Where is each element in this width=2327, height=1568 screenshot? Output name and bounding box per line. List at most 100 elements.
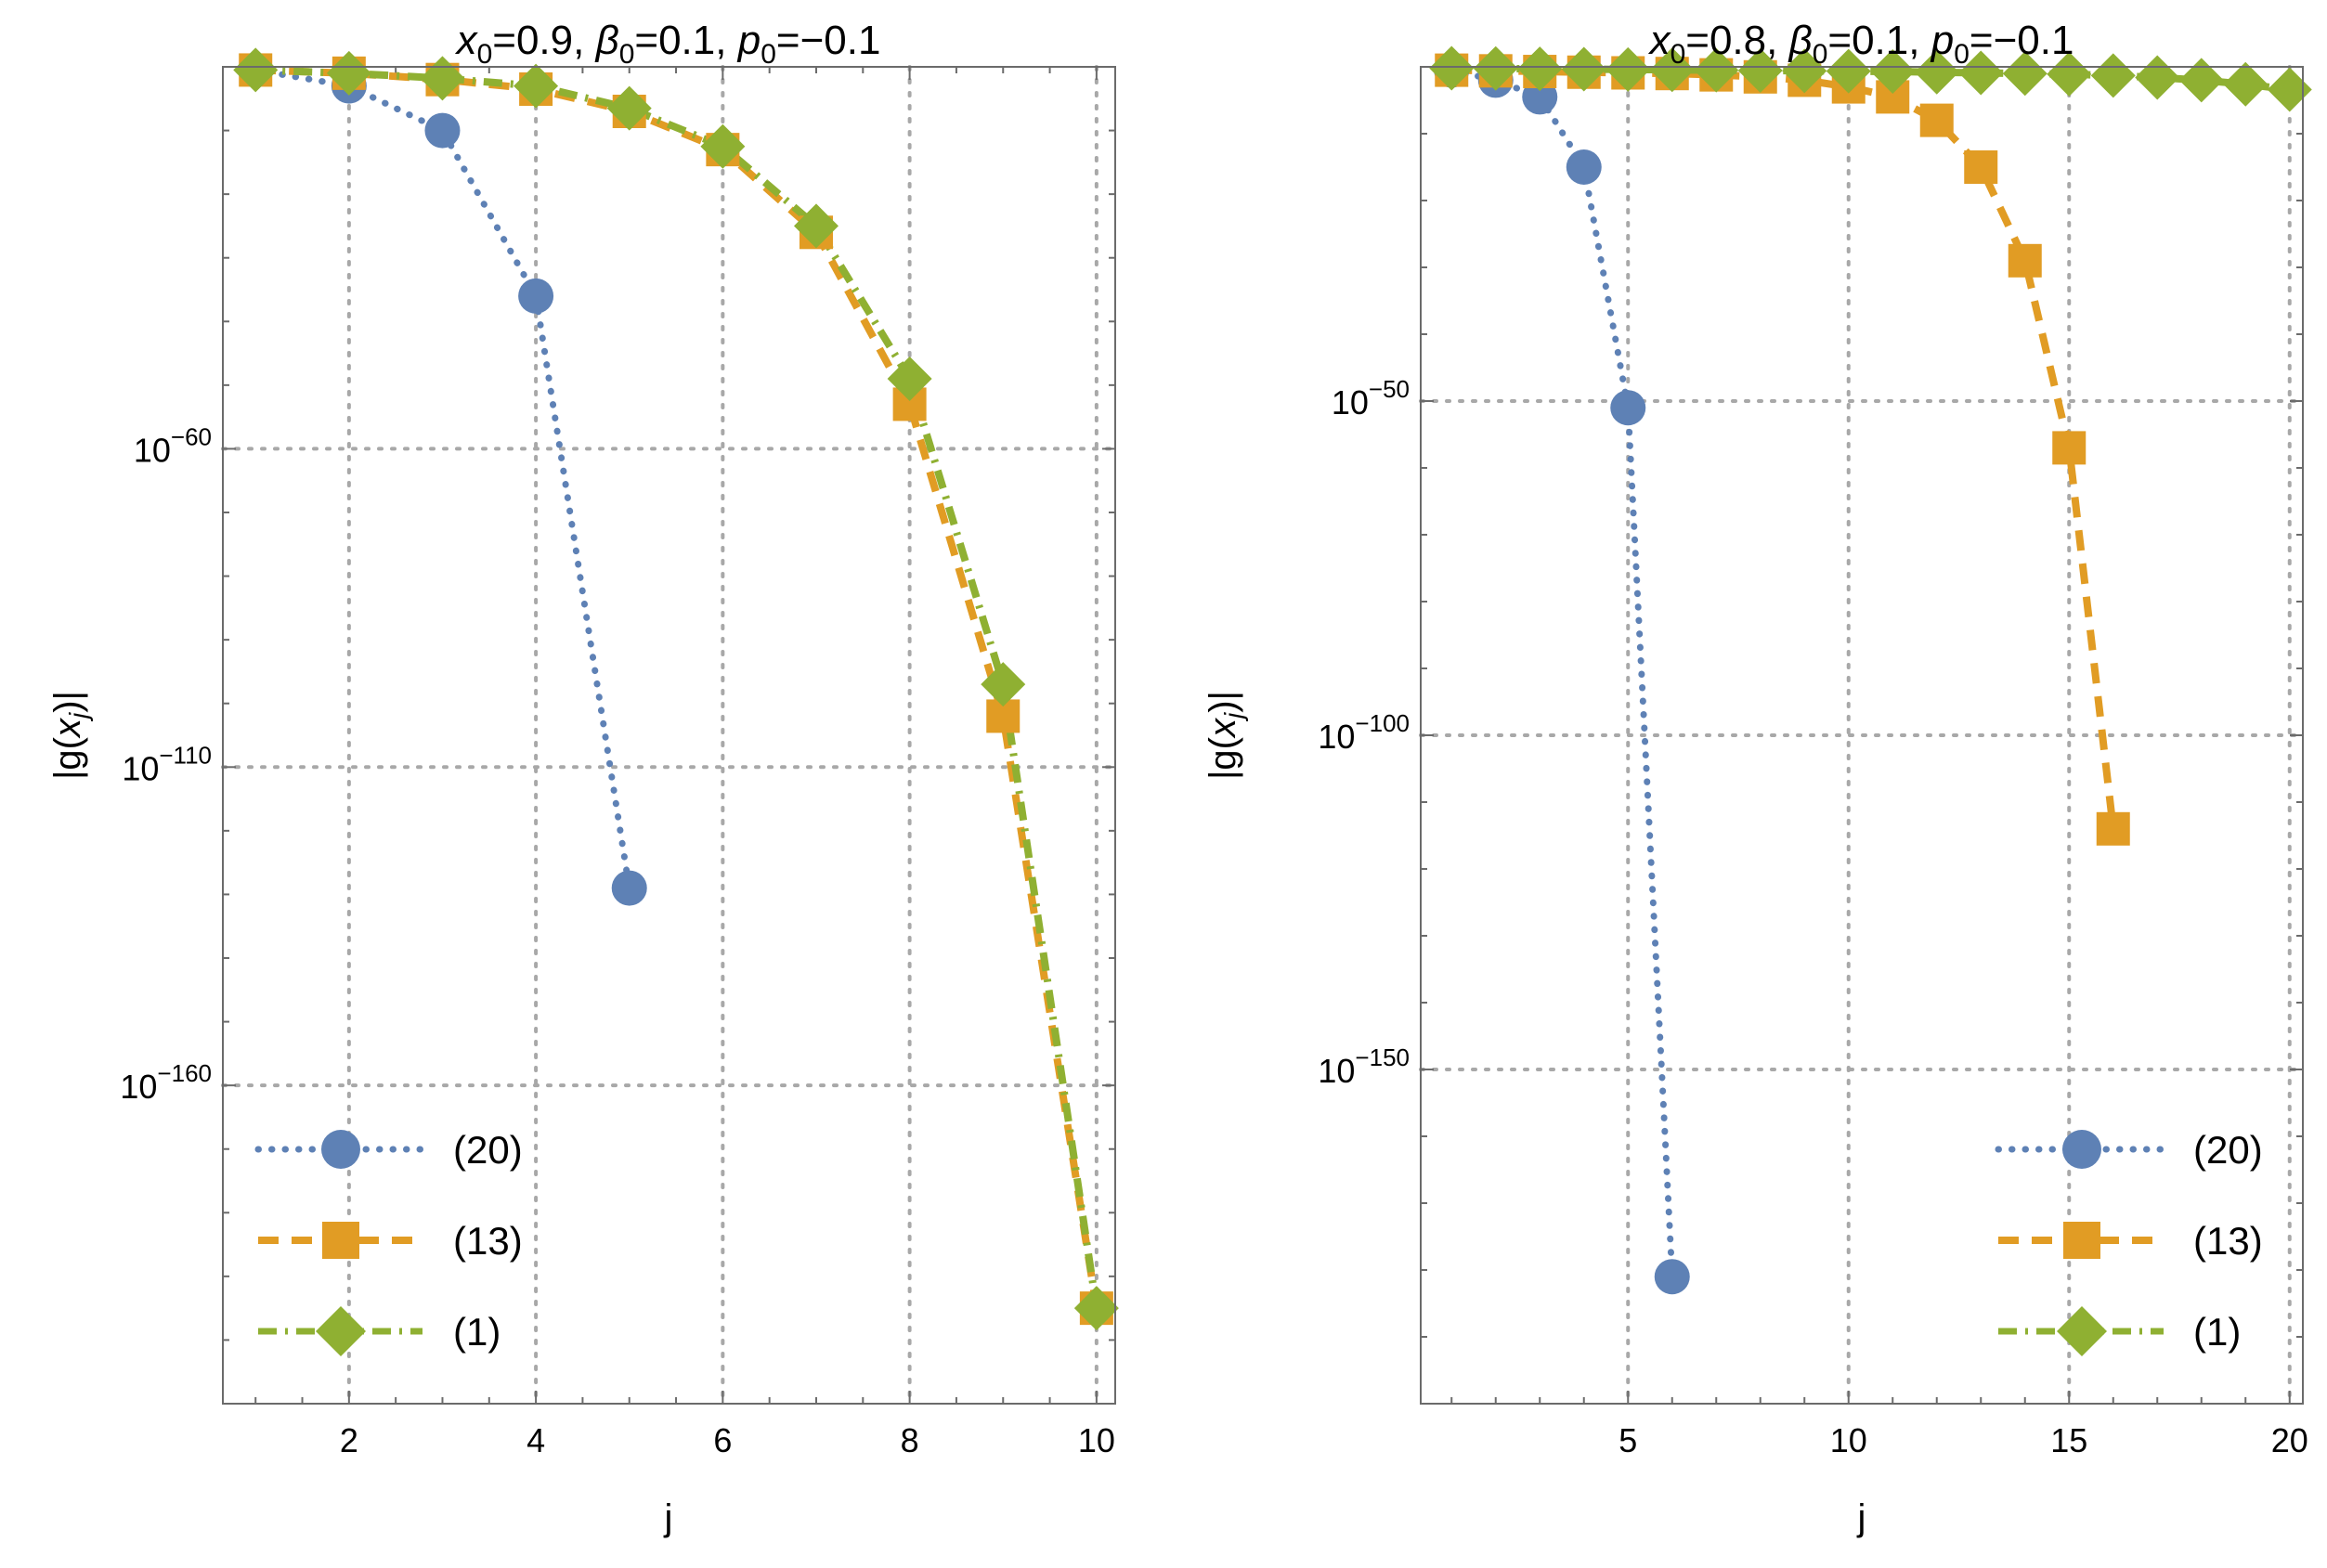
right-y-label-suffix: )| [1202,691,1243,713]
left-legend-label-20: (20) [453,1128,523,1172]
right-y-label-subscript: j [1219,712,1248,722]
left-title-beta-symbol: β [594,18,619,63]
right-y-tick-exponent: −50 [1369,375,1410,403]
left-legend-entry-13: (13) [258,1219,523,1263]
left-title-x-symbol: x [455,18,479,63]
right-point-1 [1517,46,1563,92]
right-legend-entry-13: (13) [1998,1219,2263,1263]
right-series-line-13 [1451,66,2117,830]
left-legend-marker-square [322,1222,359,1259]
right-point-1 [2223,61,2268,107]
left-legend-marker-diamond [316,1306,366,1356]
left-x-tick-label: 2 [340,1421,358,1459]
left-legend-entry-20: (20) [254,1128,523,1172]
right-y-tick-base: 10 [1318,718,1355,756]
right-point-1 [1694,47,1739,93]
right-x-tick-label: 5 [1618,1421,1637,1459]
right-point-13 [1964,150,1998,184]
right-point-1 [1737,47,1783,93]
left-legend-entry-1: (1) [258,1306,500,1356]
right-point-1 [1870,49,1916,95]
left-y-tick-label: 10−160 [120,1059,212,1106]
left-point-20 [611,870,647,906]
right-point-1 [1914,49,1959,95]
left-legend: (20) (13) (1) [254,1128,523,1356]
right-y-tick-label: 10−150 [1318,1043,1410,1090]
right-point-1 [1429,45,1475,91]
left-point-1 [981,662,1026,707]
left-y-label-suffix: )| [47,691,88,713]
right-y-tick-label: 10−50 [1332,375,1410,421]
left-plot-frame [222,66,1116,1405]
right-legend-entry-1: (1) [1998,1306,2241,1356]
right-chart-title: x0=0.8, β0=0.1, p0=−0.1 [1648,18,2074,70]
right-point-1 [1782,48,1827,94]
right-y-label-prefix: |g( [1202,736,1243,780]
right-point-1 [2047,51,2092,97]
right-point-1 [2267,67,2312,112]
left-point-1 [793,203,838,249]
left-x-tick-label: 6 [713,1421,732,1459]
right-legend-label-13: (13) [2193,1219,2263,1263]
left-point-20 [518,278,554,314]
left-x-tick-label: 4 [526,1421,545,1459]
right-title-p-symbol: p [1930,18,1954,63]
right-legend-entry-20: (20) [1995,1128,2263,1172]
left-x-tick-label: 10 [1078,1421,1115,1459]
right-point-1 [1958,50,2004,96]
right-legend: (20) (13) (1) [1995,1128,2263,1356]
left-title-p-value: =−0.1 [776,18,881,63]
right-point-1 [1606,46,1651,92]
left-point-1 [1073,1286,1119,1331]
left-y-label-subscript: j [64,712,93,722]
left-point-1 [887,356,932,401]
right-title-beta-subscript: 0 [1813,39,1828,70]
right-point-20 [1610,390,1646,426]
right-title-beta-value: =0.1, [1827,18,1930,63]
left-y-tick-label: 10−110 [122,741,212,787]
left-chart-title: x0=0.9, β0=0.1, p0=−0.1 [455,18,881,70]
left-y-tick-exponent: −60 [171,422,212,450]
right-x-tick-label: 10 [1830,1421,1867,1459]
right-point-13 [2096,811,2130,846]
right-point-13 [2052,431,2086,465]
right-point-1 [2002,51,2048,97]
left-plot-area [223,67,1115,1404]
right-y-tick-label: 10−100 [1318,709,1410,756]
right-title-p-subscript: 0 [1954,39,1970,70]
left-y-label-prefix: |g( [47,736,88,780]
right-title-x-value: =0.8, [1685,18,1788,63]
right-gridlines [1419,65,2305,1406]
left-y-tick-base: 10 [134,431,171,469]
left-title-x-subscript: 0 [477,39,493,70]
left-x-tick-label: 8 [901,1421,919,1459]
left-y-axis-label: |g(xj)| [47,691,93,780]
right-plot-frame [1420,66,2304,1405]
left-y-tick-exponent: −160 [157,1059,212,1087]
left-x-axis-label: j [664,1497,673,1538]
right-legend-marker-square [2063,1222,2100,1259]
left-legend-marker-circle [321,1130,360,1169]
left-y-label-x: x [47,717,88,739]
left-y-tick-base: 10 [122,749,159,787]
right-x-tick-label: 15 [2050,1421,2087,1459]
left-point-20 [424,112,461,149]
right-x-tick-label: 20 [2271,1421,2308,1459]
right-point-20 [1566,149,1602,185]
left-point-1 [606,85,652,131]
right-y-label-x: x [1202,717,1243,739]
right-point-13 [1919,103,1954,137]
right-y-tick-base: 10 [1332,383,1369,421]
right-title-beta-symbol: β [1788,18,1813,63]
left-y-tick-exponent: −110 [159,741,212,769]
right-point-20 [1654,1259,1690,1295]
left-title-x-value: =0.9, [492,18,595,63]
right-legend-label-1: (1) [2193,1310,2241,1354]
right-title-x-subscript: 0 [1670,39,1686,70]
right-point-1 [2135,55,2180,100]
left-title-beta-value: =0.1, [634,18,737,63]
